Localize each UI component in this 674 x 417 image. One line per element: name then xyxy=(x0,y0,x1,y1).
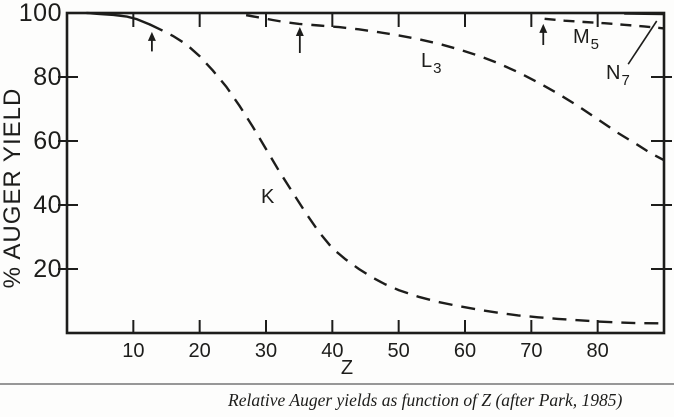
curve-label-n7-sub: 7 xyxy=(621,72,630,89)
curve-m5 xyxy=(544,17,665,30)
axes-frame xyxy=(65,11,666,335)
y-tick-label: 60 xyxy=(33,127,62,155)
x-tick-label: 10 xyxy=(122,340,145,362)
marker-arrow-1-head xyxy=(147,31,156,41)
y-tick-label: 80 xyxy=(33,63,62,91)
curve-label-l3-sub: 3 xyxy=(433,60,442,77)
y-tick-label: 100 xyxy=(18,0,62,27)
curve-k-solid-head xyxy=(85,11,152,26)
x-tick-label: 70 xyxy=(520,340,543,362)
curve-l3 xyxy=(245,14,665,162)
curve-label-m5-main: M xyxy=(573,26,590,48)
x-tick-label: 60 xyxy=(453,340,477,362)
curve-label-k: K xyxy=(261,187,274,209)
curve-label-m5-sub: 5 xyxy=(590,36,600,53)
x-tick-label: 50 xyxy=(387,340,410,362)
curve-label-m5: M5 xyxy=(573,26,599,53)
x-tick-label: 20 xyxy=(188,340,211,362)
curve-k xyxy=(149,23,665,325)
marker-arrow-3-head xyxy=(539,23,548,33)
y-tick-label: 20 xyxy=(33,255,62,283)
plot-canvas xyxy=(58,11,672,335)
y-tick-label: 40 xyxy=(33,191,62,219)
x-tick-label: 40 xyxy=(321,340,344,362)
n7-pointer-line xyxy=(627,20,658,65)
x-tick-label: 80 xyxy=(586,340,609,362)
curve-label-n7-main: N xyxy=(606,62,621,84)
caption-divider xyxy=(0,383,674,385)
curve-label-n7: N7 xyxy=(606,62,630,89)
x-axis-title: Z xyxy=(340,357,354,379)
curve-label-l3: L3 xyxy=(421,50,441,77)
curve-label-k-main: K xyxy=(261,186,275,208)
x-tick-label: 30 xyxy=(254,340,278,362)
marker-arrow-2-head xyxy=(295,27,304,37)
figure-caption: Relative Auger yields as function of Z (… xyxy=(228,390,623,410)
curve-label-l3-main: L xyxy=(421,50,433,72)
